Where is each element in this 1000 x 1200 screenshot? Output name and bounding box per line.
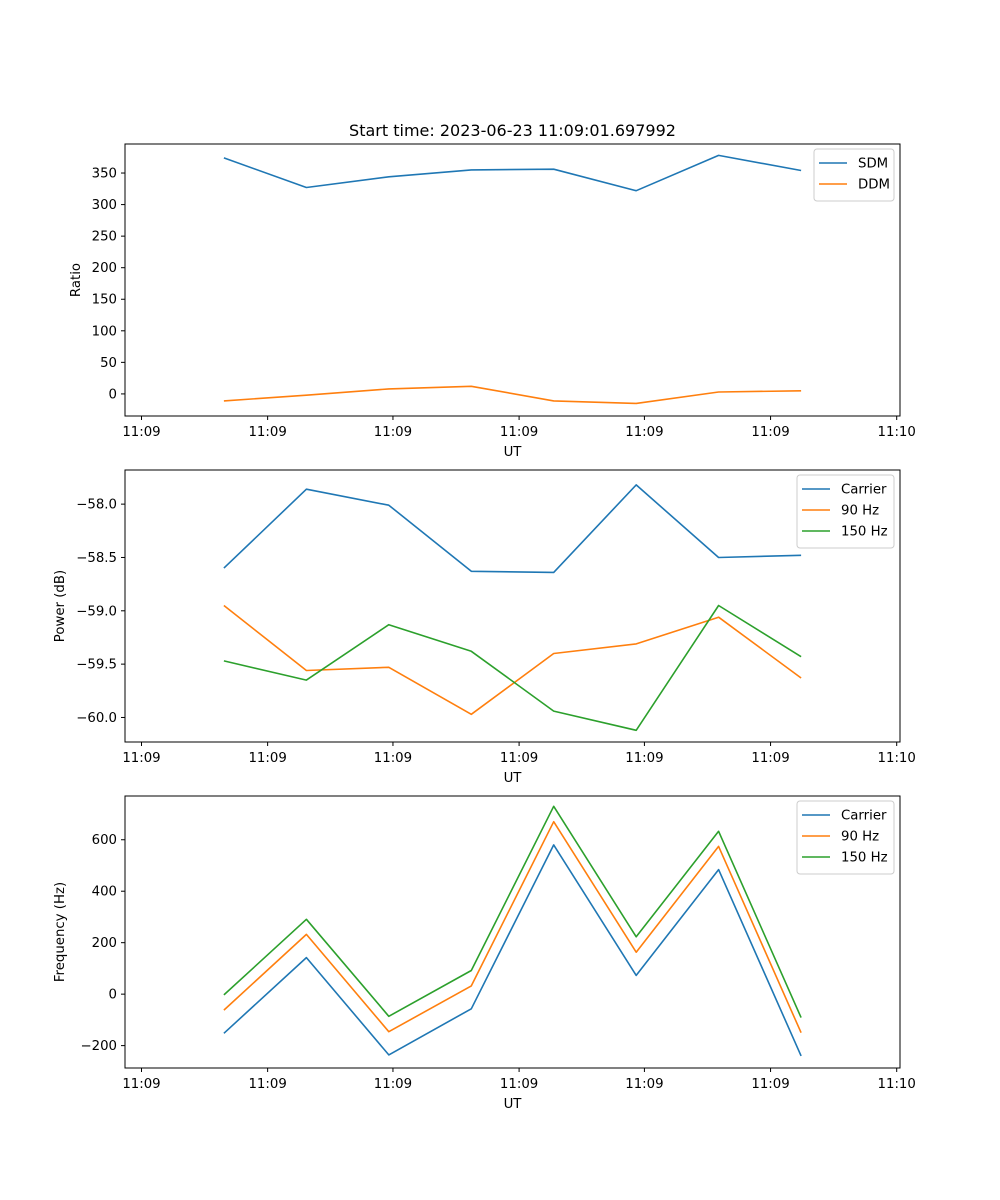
y-tick-label: 50	[100, 356, 117, 371]
legend-label: DDM	[858, 178, 890, 193]
x-axis-label: UT	[504, 1097, 523, 1112]
x-tick-label: 11:09	[500, 751, 538, 766]
y-tick-label: 100	[92, 324, 117, 339]
x-tick-label: 11:09	[374, 1077, 412, 1092]
axes-frame	[124, 143, 901, 417]
x-tick-label: 11:09	[751, 425, 789, 440]
y-axis-label: Power (dB)	[53, 570, 68, 642]
x-tick-label: 11:09	[122, 1077, 160, 1092]
x-tick-label: 11:09	[122, 425, 160, 440]
y-axis-label: Frequency (Hz)	[53, 882, 68, 982]
subplot-3: 11:09 11:09 11:09 11:09 11:09 11:09 11:10 −200 0…	[53, 795, 916, 1112]
legend-box	[813, 148, 895, 202]
y-tick-label: −58.5	[76, 551, 117, 566]
legend-label: 90 Hz	[841, 504, 879, 519]
x-tick-label: 11:09	[122, 751, 160, 766]
series-line-90-hz	[223, 820, 802, 1034]
x-tick-label: 11:10	[878, 1077, 916, 1092]
x-tick-label: 11:10	[878, 751, 916, 766]
axes-frame	[124, 795, 901, 1069]
y-tick-label: 200	[92, 261, 117, 276]
y-tick-label: 0	[109, 387, 117, 402]
series-line-carrier	[223, 844, 802, 1057]
series-line-ddm	[223, 385, 802, 405]
x-tick-label: 11:10	[878, 425, 916, 440]
x-tick-label: 11:09	[751, 1077, 789, 1092]
y-tick-label: 600	[92, 833, 117, 848]
legend-label: 150 Hz	[841, 525, 888, 540]
y-tick-label: −58.0	[76, 498, 117, 513]
y-tick-label: 250	[92, 230, 117, 245]
legend: Carrier 90 Hz 150 Hz	[796, 800, 895, 875]
legend-label: 150 Hz	[841, 851, 888, 866]
x-tick-label: 11:09	[374, 425, 412, 440]
x-tick-label: 11:09	[625, 751, 663, 766]
series-line-carrier	[223, 484, 802, 574]
x-tick-label: 11:09	[248, 425, 286, 440]
y-tick-label: 300	[92, 198, 117, 213]
y-axis-label: Ratio	[69, 263, 84, 297]
series-line-150-hz	[223, 805, 802, 1018]
x-axis-label: UT	[504, 771, 523, 786]
legend: Carrier 90 Hz 150 Hz	[796, 474, 895, 549]
legend: SDM DDM	[813, 148, 895, 202]
legend-box	[796, 474, 895, 549]
subplot-2: 11:09 11:09 11:09 11:09 11:09 11:09 11:10 −60.0…	[53, 469, 916, 786]
y-tick-label: 400	[92, 885, 117, 900]
x-tick-label: 11:09	[500, 1077, 538, 1092]
legend-label: SDM	[858, 157, 888, 172]
subplot-1: 11:09 11:09 11:09 11:09 11:09 11:09 11:10 0 50 10…	[69, 143, 916, 460]
legend-label: 90 Hz	[841, 830, 879, 845]
x-tick-label: 11:09	[374, 751, 412, 766]
y-tick-label: 350	[92, 167, 117, 182]
x-tick-label: 11:09	[248, 751, 286, 766]
series-line-sdm	[223, 154, 802, 192]
legend-box	[796, 800, 895, 875]
series-line-150-hz	[223, 604, 802, 732]
y-tick-label: −60.0	[76, 711, 117, 726]
x-axis-label: UT	[504, 445, 523, 460]
x-tick-label: 11:09	[248, 1077, 286, 1092]
legend-label: Carrier	[841, 483, 887, 498]
axes-frame	[124, 469, 901, 743]
plots: 11:09 11:09 11:09 11:09 11:09 11:09 11:10 0 50 10…	[53, 143, 916, 1112]
x-tick-label: 11:09	[625, 425, 663, 440]
y-tick-label: −200	[80, 1039, 117, 1054]
y-tick-label: 150	[92, 293, 117, 308]
y-tick-label: 200	[92, 936, 117, 951]
figure-title: Start time: 2023-06-23 11:09:01.697992	[349, 121, 676, 140]
y-tick-label: −59.0	[76, 604, 117, 619]
y-tick-label: 0	[109, 988, 117, 1003]
x-tick-label: 11:09	[751, 751, 789, 766]
x-tick-label: 11:09	[625, 1077, 663, 1092]
y-tick-label: −59.5	[76, 658, 117, 673]
legend-label: Carrier	[841, 809, 887, 824]
x-tick-label: 11:09	[500, 425, 538, 440]
